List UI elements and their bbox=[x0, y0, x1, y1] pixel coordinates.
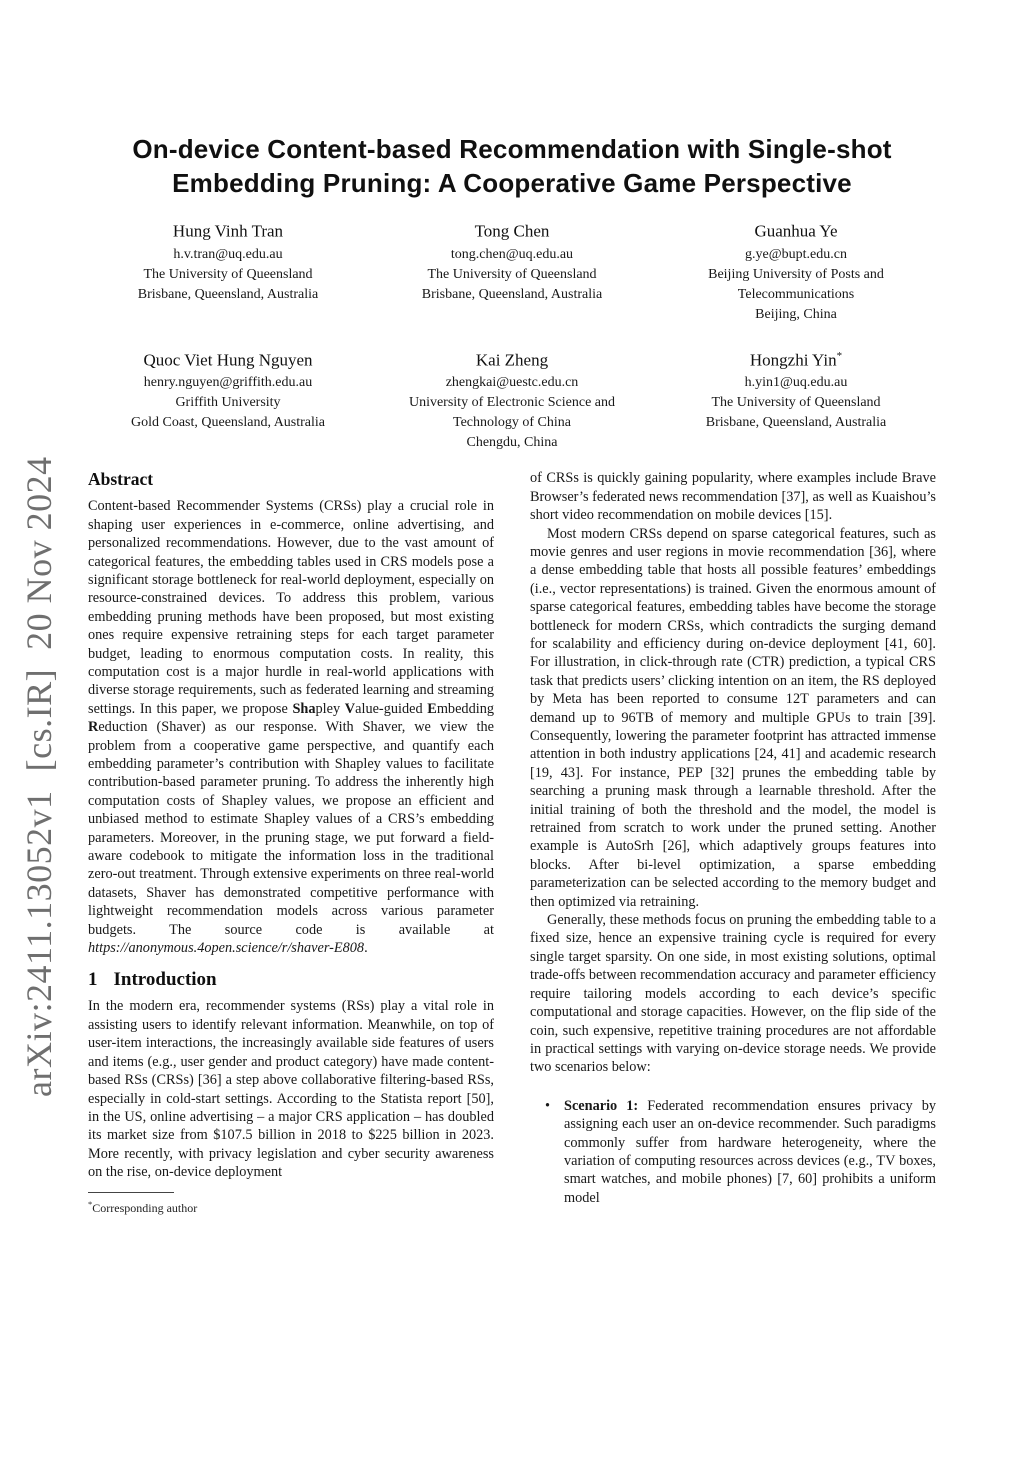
two-column-body: Abstract Content-based Recommender Syste… bbox=[88, 469, 936, 1215]
footnote-text: *Corresponding author bbox=[88, 1197, 494, 1216]
author-affiliation-line: The University of Queensland bbox=[143, 266, 313, 282]
author-affiliation-line: Technology of China bbox=[453, 415, 571, 431]
body-paragraph: of CRSs is quickly gaining popularity, w… bbox=[530, 470, 936, 524]
author-affiliation-line: The University of Queensland bbox=[711, 395, 881, 411]
author-affiliation-line: The University of Queensland bbox=[427, 266, 597, 282]
source-code-url: https://anonymous.4open.science/r/shaver… bbox=[88, 940, 365, 957]
footnote-rule bbox=[88, 1191, 174, 1193]
text-segment: Federated recommendation ensures privacy… bbox=[564, 1097, 936, 1206]
footnote-marker: * bbox=[88, 1198, 93, 1209]
author-block: Tong Chen tong.chen@uq.edu.au The Univers… bbox=[370, 217, 654, 325]
author-affiliation-line: Brisbane, Queensland, Australia bbox=[705, 415, 887, 431]
author-details: zhengkai@uestc.edu.cn University of Elect… bbox=[370, 373, 654, 453]
author-affiliation-line: Griffith University bbox=[175, 395, 281, 411]
author-block: Guanhua Ye g.ye@bupt.edu.cn Beijing Unive… bbox=[654, 217, 938, 325]
left-column: Abstract Content-based Recommender Syste… bbox=[88, 469, 494, 1215]
author-name: Hongzhi Yin* bbox=[749, 349, 843, 370]
author-block: Kai Zheng zhengkai@uestc.edu.cn Universit… bbox=[370, 346, 654, 454]
author-affiliation-line: Chengdu, China bbox=[466, 435, 558, 451]
author-affiliation-line: Gold Coast, Queensland, Australia bbox=[130, 415, 326, 431]
text-segment: Content-based Recommender Systems (CRSs)… bbox=[88, 498, 494, 717]
author-block: Hung Vinh Tran h.v.tran@uq.edu.au The Uni… bbox=[86, 217, 370, 325]
section-heading-introduction: 1 Introduction bbox=[88, 969, 494, 991]
author-block: Quoc Viet Hung Nguyen henry.nguyen@griff… bbox=[86, 346, 370, 454]
author-details: tong.chen@uq.edu.au The University of Que… bbox=[370, 245, 654, 305]
footnote-label: Corresponding author bbox=[92, 1200, 198, 1215]
section-title: Introduction bbox=[113, 969, 217, 991]
abstract-text: Content-based Recommender Systems (CRSs)… bbox=[88, 497, 494, 957]
scenario-list: • Scenario 1: Federated recommendation en… bbox=[530, 1097, 936, 1207]
abstract-heading: Abstract bbox=[88, 469, 154, 490]
corresponding-author-marker: * bbox=[836, 349, 843, 362]
author-details: henry.nguyen@griffith.edu.au Griffith Uni… bbox=[86, 373, 370, 433]
author-affiliation-line: tong.chen@uq.edu.au bbox=[450, 246, 574, 262]
author-name: Kai Zheng bbox=[475, 350, 549, 370]
body-paragraph: Generally, these methods focus on prunin… bbox=[530, 912, 936, 1076]
author-block: Hongzhi Yin* h.yin1@uq.edu.au The Univers… bbox=[654, 346, 938, 454]
author-affiliation-line: Brisbane, Queensland, Australia bbox=[421, 286, 603, 302]
author-affiliation-line: h.v.tran@uq.edu.au bbox=[173, 246, 283, 262]
text-segment: . bbox=[364, 940, 368, 957]
arxiv-watermark: arXiv:2411.13052v1 [cs.IR] 20 Nov 2024 bbox=[19, 456, 59, 1098]
text-segment: R bbox=[88, 719, 99, 736]
body-paragraph: Most modern CRSs depend on sparse catego… bbox=[530, 525, 936, 910]
text-segment: E bbox=[427, 700, 437, 717]
author-name: Quoc Viet Hung Nguyen bbox=[143, 350, 313, 370]
bullet-icon: • bbox=[545, 1097, 551, 1114]
author-affiliation-line: Beijing University of Posts and bbox=[708, 266, 884, 282]
scenario-1-text: Scenario 1: Federated recommendation ens… bbox=[564, 1098, 936, 1206]
author-name: Guanhua Ye bbox=[754, 221, 838, 241]
text-segment: eduction (Shaver) as our response. With … bbox=[88, 719, 494, 938]
author-details: h.yin1@uq.edu.au The University of Queens… bbox=[654, 373, 938, 433]
author-affiliation-line: g.ye@bupt.edu.cn bbox=[745, 246, 847, 262]
authors-grid: Hung Vinh Tran h.v.tran@uq.edu.au The Uni… bbox=[86, 217, 938, 453]
introduction-paragraph: In the modern era, recommender systems (… bbox=[88, 998, 494, 1181]
text-segment: mbedding bbox=[436, 700, 494, 717]
title-line-1: On-device Content-based Recommendation w… bbox=[132, 134, 892, 164]
text-segment: alue-guided bbox=[355, 700, 428, 717]
scenario-1-item: • Scenario 1: Federated recommendation en… bbox=[530, 1097, 936, 1207]
author-affiliation-line: Brisbane, Queensland, Australia bbox=[137, 286, 319, 302]
section-number: 1 bbox=[88, 969, 98, 991]
author-affiliation-line: zhengkai@uestc.edu.cn bbox=[445, 375, 579, 391]
author-affiliation-line: University of Electronic Science and bbox=[408, 395, 616, 411]
author-name: Tong Chen bbox=[474, 221, 550, 241]
author-affiliation-line: henry.nguyen@griffith.edu.au bbox=[143, 375, 313, 391]
text-segment: Scenario 1: bbox=[564, 1097, 639, 1114]
footnote: *Corresponding author bbox=[88, 1191, 494, 1216]
author-details: g.ye@bupt.edu.cn Beijing University of Po… bbox=[654, 245, 938, 325]
author-affiliation-line: Beijing, China bbox=[755, 306, 837, 322]
author-details: h.v.tran@uq.edu.au The University of Quee… bbox=[86, 245, 370, 305]
author-affiliation-line: h.yin1@uq.edu.au bbox=[744, 375, 848, 391]
text-segment: pley bbox=[315, 700, 345, 717]
text-segment: V bbox=[344, 700, 356, 717]
right-column: of CRSs is quickly gaining popularity, w… bbox=[530, 469, 936, 1215]
paper-title: On-device Content-based Recommendation w… bbox=[60, 132, 964, 200]
author-affiliation-line: Telecommunications bbox=[737, 286, 855, 302]
paper-page: arXiv:2411.13052v1 [cs.IR] 20 Nov 2024 O… bbox=[0, 132, 1024, 1457]
author-name: Hung Vinh Tran bbox=[172, 221, 284, 241]
text-segment: Sha bbox=[292, 700, 316, 717]
title-line-2: Embedding Pruning: A Cooperative Game Pe… bbox=[172, 168, 852, 198]
